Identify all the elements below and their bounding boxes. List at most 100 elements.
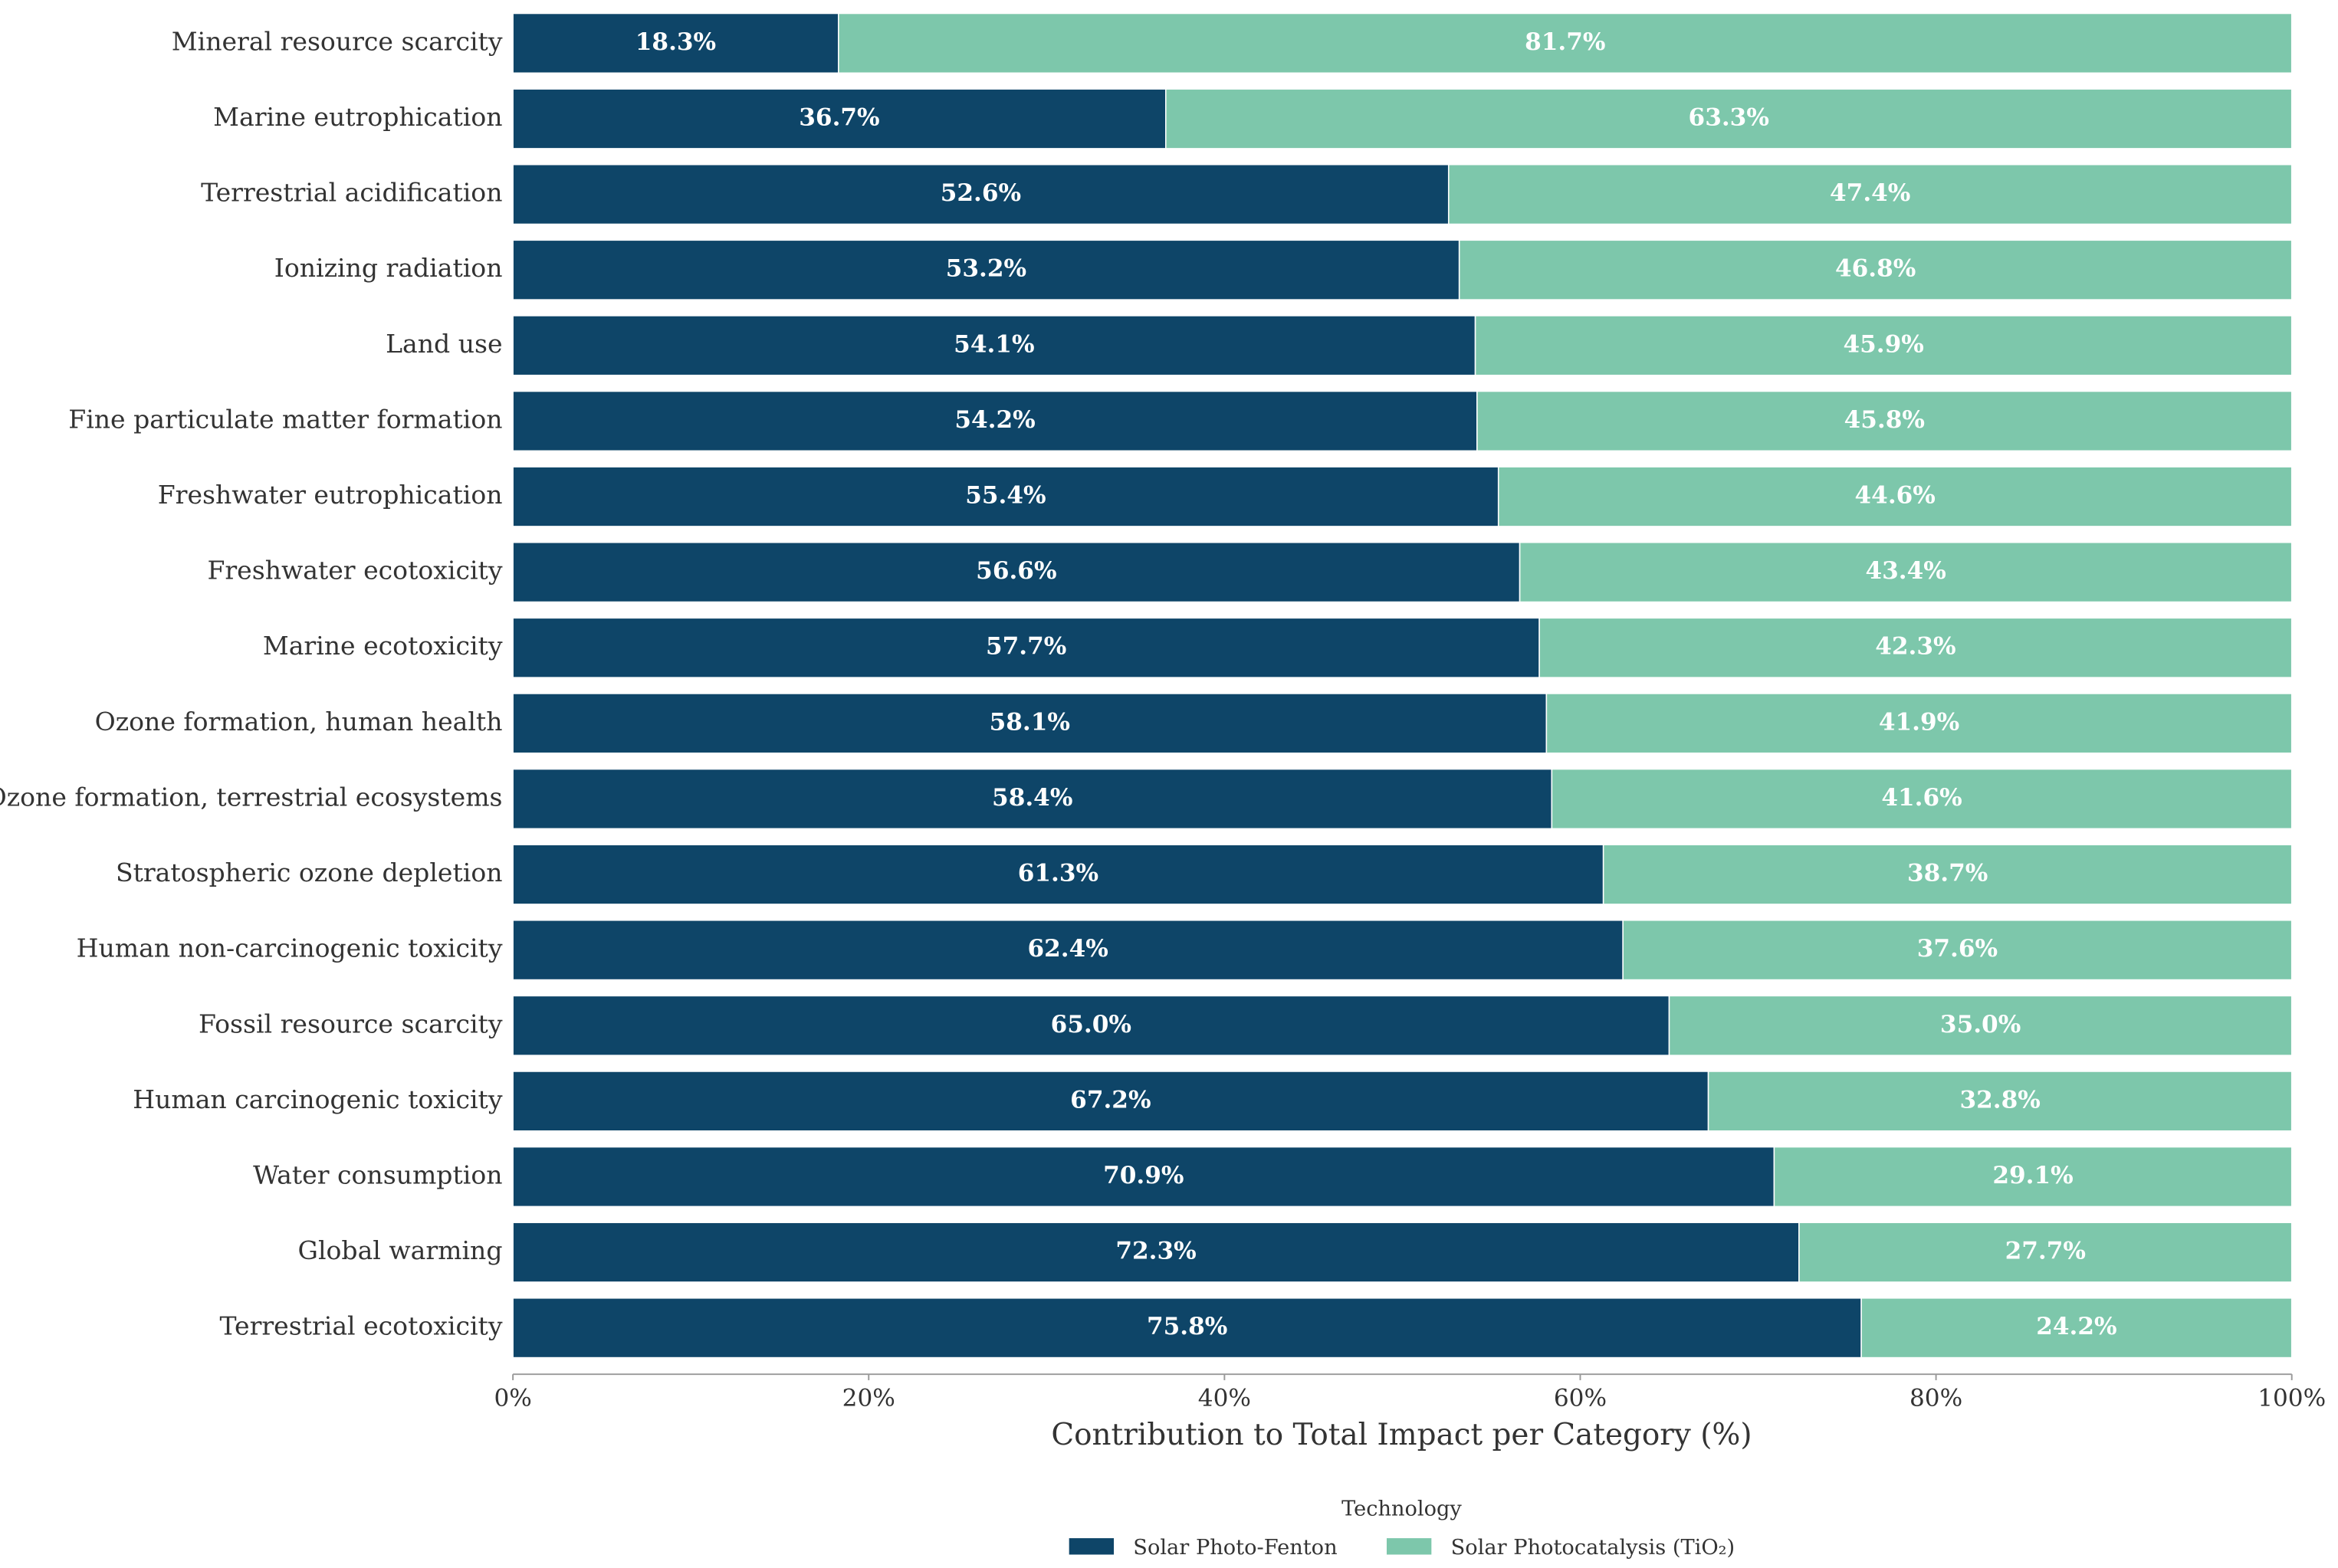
value-label: 44.6% [1855, 482, 1936, 510]
value-label: 42.3% [1875, 633, 1955, 661]
value-label: 41.6% [1881, 784, 1962, 812]
bar-segment [512, 693, 1548, 754]
value-label: 81.7% [1525, 28, 1605, 56]
bar-segment [1476, 390, 2293, 452]
value-label: 54.2% [954, 406, 1035, 434]
value-label: 45.9% [1843, 330, 1923, 358]
value-label: 56.6% [976, 557, 1056, 585]
value-label: 53.2% [946, 255, 1026, 283]
bar-segment [1798, 1222, 2293, 1283]
value-label: 36.7% [799, 104, 879, 132]
value-label: 67.2% [1070, 1086, 1151, 1114]
value-label: 52.6% [941, 179, 1021, 207]
value-label: 47.4% [1830, 179, 1910, 207]
bar-segment [1860, 1297, 2293, 1359]
x-tick-label: 40% [1198, 1385, 1251, 1412]
value-label: 57.7% [986, 633, 1066, 661]
x-axis-title: Contribution to Total Impact per Categor… [1051, 1418, 1752, 1452]
y-tick-label: Human non-carcinogenic toxicity [77, 933, 503, 963]
y-tick-label: Marine eutrophication [213, 102, 502, 132]
value-label: 32.8% [1959, 1086, 2040, 1114]
bar-segment [1458, 239, 2293, 300]
y-tick-label: Freshwater ecotoxicity [207, 556, 502, 586]
bar-segment [1165, 88, 2293, 149]
y-tick-label: Global warming [298, 1235, 503, 1265]
y-tick-label: Ozone formation, human health [95, 707, 503, 736]
bar-segment [512, 768, 1553, 830]
y-tick-label: Terrestrial ecotoxicity [220, 1311, 503, 1341]
value-label: 62.4% [1027, 935, 1108, 963]
value-label: 45.8% [1844, 406, 1925, 434]
bar-segment [1474, 315, 2293, 376]
y-tick-label: Ozone formation, terrestrial ecosystems [0, 782, 503, 812]
value-label: 46.8% [1835, 255, 1916, 283]
x-tick-label: 80% [1909, 1385, 1962, 1412]
bar-segment [512, 1297, 1862, 1359]
bar-segment [512, 466, 1499, 527]
bar-segment [512, 617, 1540, 678]
value-label: 63.3% [1689, 104, 1769, 132]
value-label: 43.4% [1865, 557, 1946, 585]
legend-label: Solar Photo-Fenton [1133, 1536, 1337, 1560]
bar-segment [512, 1222, 1800, 1283]
y-tick-label: Water consumption [253, 1160, 502, 1189]
bar-segment [1622, 919, 2293, 981]
value-label: 24.2% [2036, 1313, 2116, 1340]
bar-segment [512, 315, 1476, 376]
bar-segment [512, 844, 1604, 905]
bar-segment [512, 1071, 1709, 1132]
x-tick-label: 0% [494, 1385, 531, 1412]
x-tick-label: 20% [842, 1385, 895, 1412]
value-label: 29.1% [1992, 1162, 2073, 1189]
bar-segment [1497, 466, 2293, 527]
bar-segment [1551, 768, 2293, 830]
value-label: 35.0% [1940, 1011, 2021, 1038]
value-label: 54.1% [954, 330, 1034, 358]
bar-segment [512, 88, 1167, 149]
y-tick-label: Terrestrial acidification [201, 178, 502, 208]
value-label: 58.4% [992, 784, 1072, 812]
value-label: 72.3% [1115, 1238, 1196, 1265]
bar-segment [512, 390, 1478, 452]
bar-segment [512, 163, 1450, 225]
bar-segment [1773, 1146, 2293, 1208]
value-label: 37.6% [1917, 935, 1998, 963]
bar-segment [838, 12, 2293, 74]
y-tick-label: Fossil resource scarcity [199, 1009, 503, 1038]
x-tick-label: 60% [1554, 1385, 1607, 1412]
value-label: 61.3% [1018, 860, 1098, 887]
legend-title: Technology [1341, 1497, 1462, 1521]
bar-segment [1519, 541, 2293, 603]
y-tick-label: Human carcinogenic toxicity [133, 1084, 503, 1114]
value-label: 75.8% [1147, 1313, 1227, 1340]
y-tick-label: Mineral resource scarcity [172, 26, 503, 56]
y-tick-label: Marine ecotoxicity [263, 631, 503, 661]
legend-swatch [1069, 1538, 1115, 1555]
value-label: 18.3% [635, 28, 716, 56]
y-tick-label: Ionizing radiation [274, 253, 503, 283]
value-label: 38.7% [1907, 860, 1988, 887]
bar-segment [1668, 995, 2293, 1056]
y-tick-label: Land use [386, 329, 502, 359]
y-tick-label: Fine particulate matter formation [68, 404, 502, 434]
legend-label: Solar Photocatalysis (TiO₂) [1451, 1536, 1735, 1560]
bar-segment [512, 541, 1521, 603]
bar-segment [1545, 693, 2293, 754]
y-tick-label: Freshwater eutrophication [158, 480, 503, 510]
legend-swatch [1386, 1538, 1432, 1555]
bar-segment [512, 1146, 1775, 1208]
bar-segment [1447, 163, 2293, 225]
x-tick-label: 100% [2258, 1385, 2326, 1412]
value-label: 27.7% [2005, 1238, 2086, 1265]
bar-segment [1538, 617, 2293, 678]
value-label: 70.9% [1103, 1162, 1184, 1189]
bar-segment [1602, 844, 2293, 905]
value-label: 55.4% [965, 482, 1046, 510]
bar-segment [512, 12, 839, 74]
bar-segment [512, 919, 1624, 981]
y-tick-label: Stratospheric ozone depletion [116, 858, 503, 887]
value-label: 58.1% [990, 708, 1070, 736]
value-label: 65.0% [1051, 1011, 1131, 1038]
